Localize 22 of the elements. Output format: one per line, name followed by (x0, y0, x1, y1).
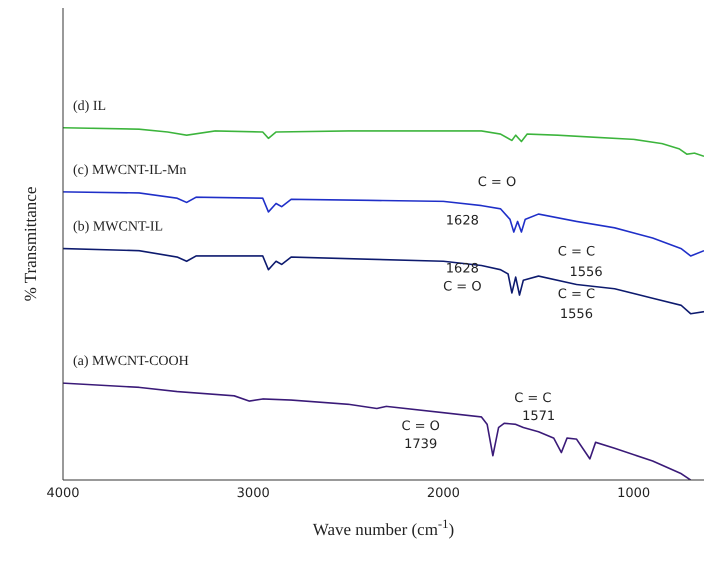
annotation: C = C (514, 390, 552, 406)
series-label: (d) IL (73, 98, 106, 114)
annotation: 1628 (446, 213, 479, 228)
x-tick-label: 1000 (617, 486, 650, 502)
series-label: (b) MWCNT-IL (73, 220, 164, 235)
x-tick-label: 3000 (236, 486, 270, 502)
x-tick-label: 2000 (426, 486, 460, 502)
x-axis-title: Wave number (cm$^{-1}$) (312, 517, 454, 539)
annotation: C = C (558, 244, 596, 260)
annotation: 1739 (404, 437, 438, 452)
annotation: C = O (443, 280, 482, 295)
annotation: 1556 (570, 264, 603, 280)
x-tick-label: 4000 (46, 486, 80, 502)
annotation: 1571 (522, 408, 556, 424)
series-label: (c) MWCNT-IL-Mn (73, 162, 186, 178)
y-axis-title: % Transmittance (21, 186, 40, 302)
annotation: C = O (401, 419, 440, 434)
annotation: 1628 (446, 262, 479, 277)
annotation: C = C (558, 287, 596, 302)
annotation: C = O (478, 175, 516, 190)
annotation: 1556 (560, 306, 593, 322)
series-label: (a) MWCNT-COOH (73, 354, 189, 370)
